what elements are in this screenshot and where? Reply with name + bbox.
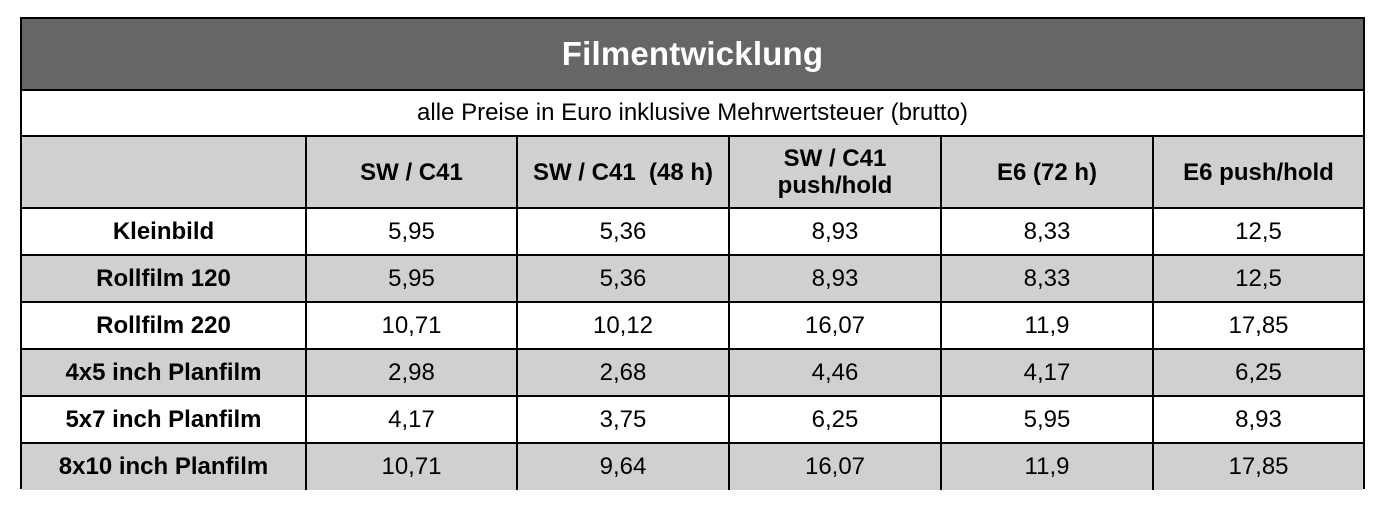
table-cell: 12,5 — [1152, 254, 1363, 303]
table-cell: 5,95 — [305, 207, 518, 256]
table-subtitle: alle Preise in Euro inklusive Mehrwertst… — [417, 99, 968, 126]
table-cell: 5,95 — [305, 254, 518, 303]
corner-header — [22, 137, 307, 209]
table-cell: 5,36 — [516, 254, 730, 303]
table-cell: 6,25 — [728, 395, 942, 444]
table-cell: 17,85 — [1152, 442, 1363, 490]
table-cell: 4,17 — [305, 395, 518, 444]
table-cell: 5,36 — [516, 207, 730, 256]
table-cell: 12,5 — [1152, 207, 1363, 256]
row-label: 8x10 inch Planfilm — [22, 442, 307, 490]
table-cell: 8,93 — [728, 207, 942, 256]
table-cell: 2,68 — [516, 348, 730, 397]
table-cell: 16,07 — [728, 442, 942, 490]
column-header-e6-push-hold: E6 push/hold — [1152, 137, 1363, 209]
row-label: Kleinbild — [22, 207, 307, 256]
table-cell: 16,07 — [728, 301, 942, 350]
column-header-sw-c41-48h: SW / C41 (48 h) — [516, 137, 730, 209]
table-row: Rollfilm 120 5,95 5,36 8,93 8,33 12,5 — [22, 254, 1363, 303]
row-label: Rollfilm 120 — [22, 254, 307, 303]
row-label: Rollfilm 220 — [22, 301, 307, 350]
table-cell: 11,9 — [940, 301, 1154, 350]
table-cell: 6,25 — [1152, 348, 1363, 397]
table-cell: 8,93 — [1152, 395, 1363, 444]
price-table-sheet: Filmentwicklung alle Preise in Euro inkl… — [20, 17, 1365, 490]
column-header-e6-72h: E6 (72 h) — [940, 137, 1154, 209]
table-cell: 4,46 — [728, 348, 942, 397]
table-row: 8x10 inch Planfilm 10,71 9,64 16,07 11,9… — [22, 442, 1363, 490]
table-cell: 10,12 — [516, 301, 730, 350]
table-cell: 11,9 — [940, 442, 1154, 490]
column-header-sw-c41-push-hold: SW / C41 push/hold — [728, 137, 942, 209]
column-header-sw-c41-push-line2: push/hold — [777, 172, 893, 199]
title-bar: Filmentwicklung — [22, 19, 1363, 91]
table-row: 4x5 inch Planfilm 2,98 2,68 4,46 4,17 6,… — [22, 348, 1363, 397]
column-header-sw-c41-48h-label: SW / C41 (48 h) — [532, 158, 714, 186]
table-cell: 9,64 — [516, 442, 730, 490]
table-title: Filmentwicklung — [561, 35, 824, 72]
table-cell: 3,75 — [516, 395, 730, 444]
row-label: 4x5 inch Planfilm — [22, 348, 307, 397]
table-cell: 5,95 — [940, 395, 1154, 444]
subtitle-bar: alle Preise in Euro inklusive Mehrwertst… — [22, 91, 1363, 137]
table-cell: 10,71 — [305, 442, 518, 490]
header-row: SW / C41 SW / C41 (48 h) SW / C41 push/h… — [22, 137, 1363, 209]
table-cell: 8,33 — [940, 254, 1154, 303]
table-cell: 8,33 — [940, 207, 1154, 256]
table-row: 5x7 inch Planfilm 4,17 3,75 6,25 5,95 8,… — [22, 395, 1363, 444]
column-header-sw-c41: SW / C41 — [305, 137, 518, 209]
table-cell: 8,93 — [728, 254, 942, 303]
table-cell: 4,17 — [940, 348, 1154, 397]
table-cell: 2,98 — [305, 348, 518, 397]
table-row: Kleinbild 5,95 5,36 8,93 8,33 12,5 — [22, 207, 1363, 256]
row-label: 5x7 inch Planfilm — [22, 395, 307, 444]
price-table: SW / C41 SW / C41 (48 h) SW / C41 push/h… — [22, 137, 1363, 490]
column-header-sw-c41-push-line1: SW / C41 — [783, 145, 887, 172]
table-row: Rollfilm 220 10,71 10,12 16,07 11,9 17,8… — [22, 301, 1363, 350]
table-cell: 17,85 — [1152, 301, 1363, 350]
table-cell: 10,71 — [305, 301, 518, 350]
